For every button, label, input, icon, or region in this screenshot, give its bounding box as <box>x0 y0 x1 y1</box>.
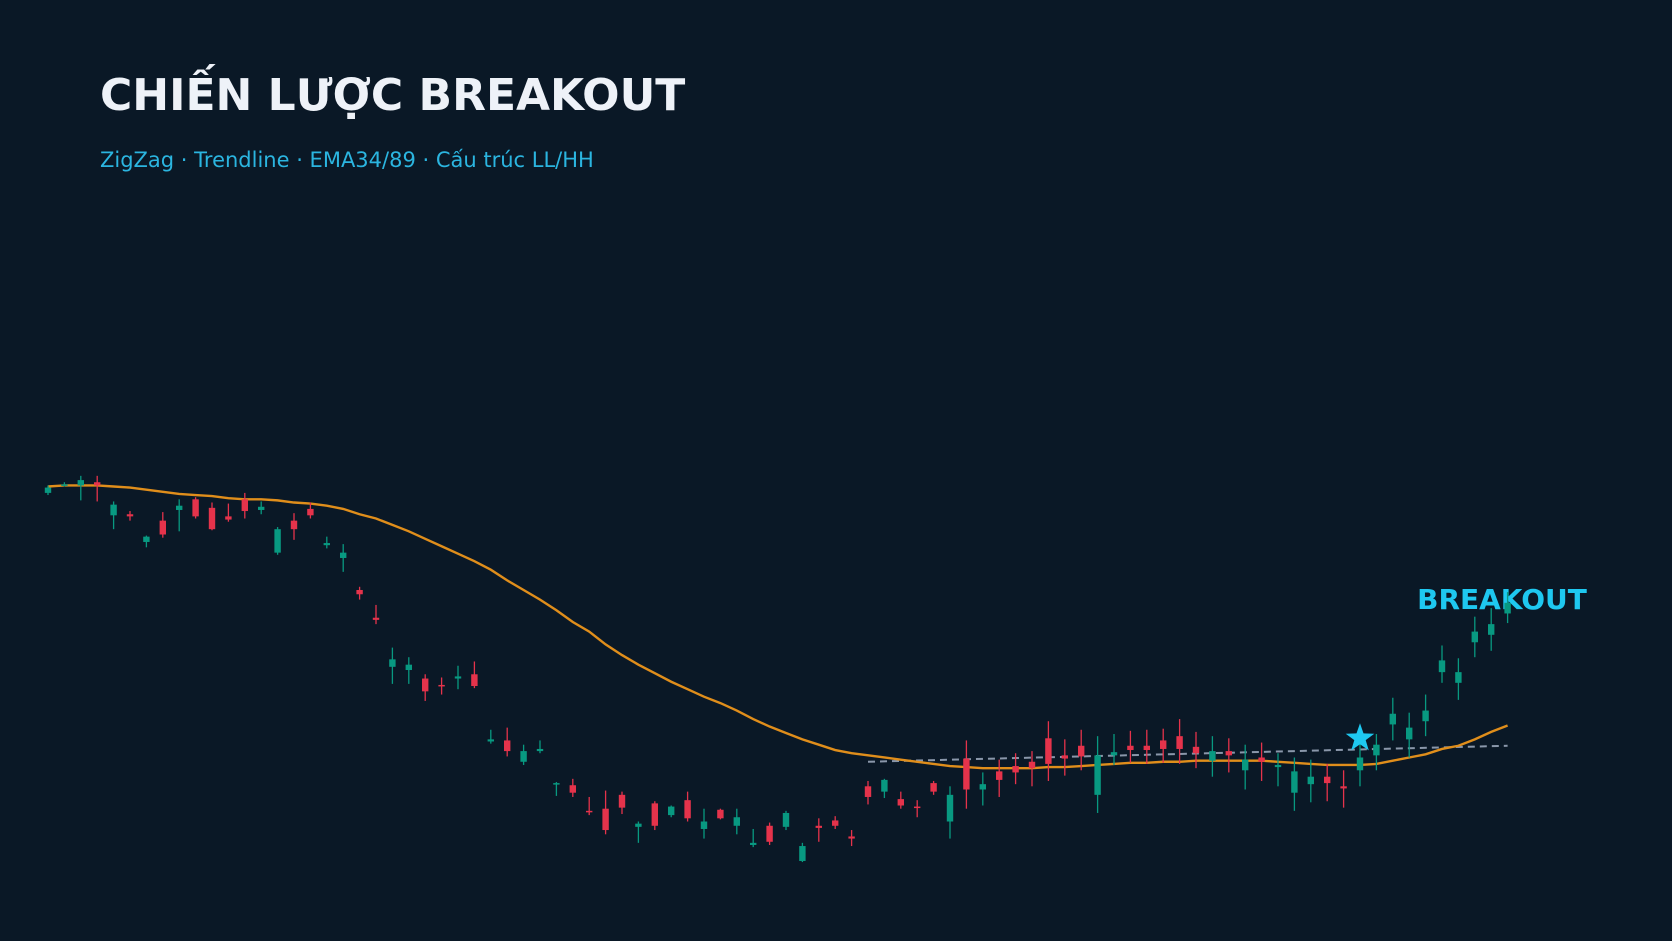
candle-body <box>1045 738 1052 764</box>
candle-body <box>1504 602 1511 614</box>
candle-body <box>356 589 363 595</box>
candle-body <box>536 748 544 752</box>
candle-body <box>914 806 921 809</box>
candle-body <box>1028 761 1036 769</box>
candle-body <box>192 499 199 517</box>
candle-body <box>159 520 166 535</box>
candle-body <box>700 821 708 829</box>
breakout-marker <box>1345 723 1375 751</box>
candle-body <box>897 799 904 806</box>
candle-body <box>1291 771 1298 793</box>
candle-body <box>274 529 281 553</box>
candle-body <box>1094 755 1101 795</box>
chart-subtitle: ZigZag · Trendline · EMA34/89 · Cấu trúc… <box>100 148 594 172</box>
candle-body <box>651 803 658 826</box>
candle-body <box>1160 740 1167 749</box>
candle-body <box>1209 751 1216 761</box>
candle-body <box>1061 755 1068 759</box>
candle-body <box>1176 736 1183 749</box>
candle-body <box>553 783 560 785</box>
chart-title: CHIẾN LƯỢC BREAKOUT <box>100 63 685 121</box>
candle-body <box>832 820 839 826</box>
candle-body <box>569 785 576 793</box>
candle-body <box>1110 752 1118 756</box>
candle-body <box>963 758 970 790</box>
candle-body <box>340 552 347 558</box>
candle-body <box>258 506 265 510</box>
candle-body <box>94 482 101 486</box>
candle-body <box>422 678 429 692</box>
candle-body <box>1242 759 1249 771</box>
candle-body <box>1422 710 1429 722</box>
candle-body <box>1406 727 1413 740</box>
candle-body <box>996 771 1003 780</box>
candle-body <box>1258 757 1265 762</box>
candle-body <box>471 674 478 687</box>
candle-body <box>307 508 314 516</box>
candle-body <box>487 739 494 742</box>
candle-body <box>389 659 396 667</box>
candle-body <box>848 836 855 839</box>
candle-body <box>372 617 380 620</box>
candle-body <box>1340 786 1347 789</box>
candle-body <box>1307 776 1314 785</box>
candle-body <box>1373 744 1380 756</box>
candle-body <box>1471 631 1478 643</box>
candle-body <box>44 487 52 493</box>
candle-body <box>241 499 248 512</box>
candle-body <box>1356 757 1364 771</box>
candle-body <box>1225 751 1232 756</box>
candle-body <box>1324 776 1331 784</box>
candle-body <box>946 794 954 822</box>
candle-body <box>77 480 84 486</box>
candle-body <box>586 810 593 813</box>
candle-body <box>864 786 872 797</box>
candle-body <box>438 684 445 687</box>
candle-body <box>143 536 150 542</box>
candle-body <box>1455 672 1462 683</box>
candle-body <box>1192 746 1200 754</box>
candle-body <box>618 794 626 808</box>
candle-body <box>799 846 806 861</box>
trendline <box>867 744 1508 763</box>
candle-body <box>602 808 609 831</box>
candle-body <box>110 504 117 516</box>
candle-body <box>225 516 232 520</box>
candle-body <box>668 806 675 816</box>
candle-body <box>717 809 724 819</box>
candle-body <box>405 664 412 671</box>
candle-body <box>61 484 68 486</box>
candle-body <box>1389 713 1396 725</box>
candle-body <box>504 740 511 752</box>
candle-body <box>1438 660 1446 673</box>
candle-body <box>454 676 462 679</box>
candle-body <box>782 812 790 827</box>
candle-body <box>881 779 888 792</box>
candle-body <box>766 825 773 842</box>
candle-body <box>520 751 527 762</box>
candle-body <box>930 783 937 792</box>
candle-body <box>1274 764 1282 768</box>
candle-body <box>979 784 986 790</box>
candle-body <box>815 825 822 828</box>
candle-body <box>733 817 740 826</box>
candle-body <box>684 800 691 819</box>
candle-body <box>1143 745 1150 751</box>
candle-body <box>126 514 134 517</box>
candle-body <box>1012 766 1019 773</box>
candle-body <box>176 505 183 510</box>
candle-body <box>208 507 216 530</box>
breakout-label: BREAKOUT <box>1417 583 1587 616</box>
candle-body <box>750 842 757 845</box>
candle-body <box>1488 624 1495 635</box>
candle-body <box>290 520 298 530</box>
candle-body <box>635 823 642 827</box>
candle-body <box>1127 745 1134 751</box>
candle-body <box>1078 745 1085 757</box>
candle-body <box>323 543 330 546</box>
